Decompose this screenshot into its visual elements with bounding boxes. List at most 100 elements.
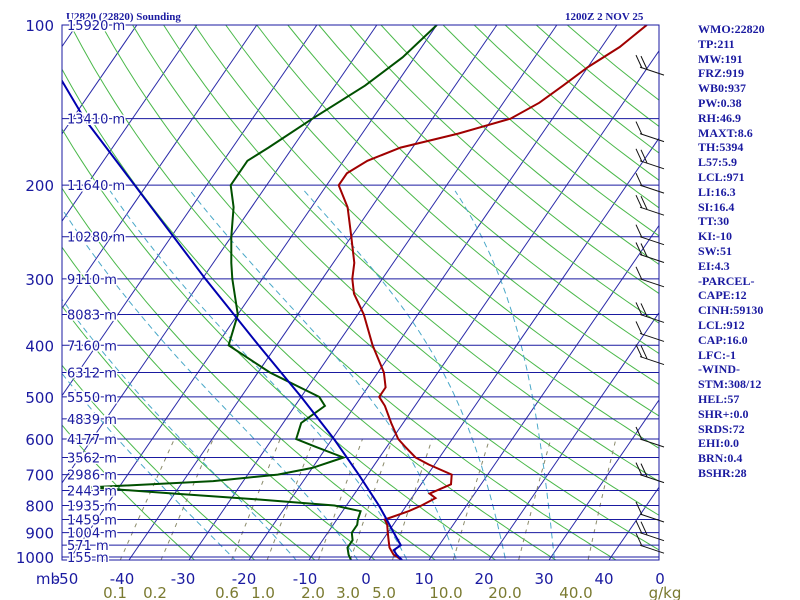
sounding-index-line: MAXT:8.6 [698, 125, 753, 140]
pressure-tick-label: 800 [25, 497, 54, 515]
height-label: 1935 m [67, 499, 117, 514]
isotherm-line [68, 25, 438, 560]
dry-adiabat-line [62, 364, 256, 560]
mixing-ratio-unit-label: g/kg [649, 584, 682, 600]
isotherm-line [62, 25, 258, 310]
dry-adiabat-line [256, 25, 659, 385]
wind-barb [635, 344, 665, 366]
wind-barb-shaft [639, 332, 665, 342]
wind-barb-shaft [639, 532, 665, 542]
isotherm-line [548, 399, 659, 560]
isotherm-line [62, 25, 138, 135]
wind-barb-shaft [639, 544, 665, 554]
wind-barb-shaft [639, 313, 665, 323]
sounding-index-line: PW:0.38 [698, 95, 742, 110]
mixing-ratio-line [160, 438, 214, 560]
height-label: 9110 m [67, 273, 117, 288]
mixing-ratio-line [266, 438, 315, 560]
pressure-tick-label: 600 [25, 431, 54, 449]
wind-barb-shaft [639, 513, 665, 523]
sounding-index-line: EHI:0.0 [698, 436, 740, 451]
sounding-index-line: SHR+:0.0 [698, 406, 749, 421]
wind-barb [635, 501, 665, 523]
pressure-tick-label: 400 [25, 337, 54, 355]
wind-barb [635, 242, 665, 263]
temperature-tick-label: -50 [54, 570, 79, 588]
height-label: 1459 m [67, 513, 117, 528]
wind-barb-feather [640, 303, 648, 317]
mixing-ratio-tick-label: 2.0 [301, 584, 325, 600]
sounding-index-line: CAPE:12 [698, 288, 747, 303]
height-label: 3562 m [67, 451, 117, 466]
pressure-tick-label: 500 [25, 389, 54, 407]
mixing-ratio-tick-label: 20.0 [488, 584, 521, 600]
sounding-index-line: LI:16.3 [698, 184, 736, 199]
indices-panel: WMO:22820 TP:211 MW:191 FRZ:919 WB0:937 PW:0.… [698, 22, 798, 481]
pressure-tick-label: 100 [25, 17, 54, 35]
wind-barb-feather [640, 521, 648, 535]
wind-barb [635, 321, 665, 342]
sounding-index-line: LCL:912 [698, 317, 745, 332]
mixing-ratio-tick-label: 40.0 [559, 584, 592, 600]
sounding-index-line: STM:308/12 [698, 377, 762, 392]
wind-barb-feather [635, 194, 643, 209]
dry-adiabat-line [349, 25, 659, 295]
mixing-ratio-tick-label: 1.0 [251, 584, 275, 600]
mixing-ratio-line [452, 438, 490, 560]
wind-barb-feather [640, 55, 648, 70]
wind-barb-shaft [639, 160, 665, 170]
wind-barb [635, 520, 665, 542]
wind-barb-feather [640, 345, 648, 359]
dry-adiabat-line [287, 25, 659, 355]
dry-adiabat-line [225, 25, 659, 417]
dry-adiabat-line [101, 25, 659, 551]
wind-barb-feather [640, 243, 648, 257]
wind-barb-feather [635, 302, 643, 316]
wind-barb-feather [640, 195, 648, 210]
sounding-index-line: -WIND- [698, 362, 740, 377]
temperature-tick-label: 0 [655, 570, 665, 588]
temperature-tick-label: 40 [594, 570, 613, 588]
sounding-index-line: BRN:0.4 [698, 451, 743, 466]
wind-barb-feather [635, 532, 643, 547]
mixing-ratio-line [518, 438, 552, 560]
wind-barb [635, 172, 665, 194]
pressure-tick-label: 900 [25, 525, 54, 543]
isotherm-line [488, 311, 659, 560]
temperature-profile-line [337, 25, 648, 560]
sounding-index-line: SRDS:72 [698, 421, 745, 436]
mixing-ratio-line [231, 438, 281, 560]
wind-barb [635, 426, 665, 448]
height-label: 155 m [67, 551, 109, 566]
temperature-tick-label: 20 [474, 570, 493, 588]
isotherm-line [62, 25, 378, 484]
moist-adiabat-line [62, 298, 297, 560]
mixing-ratio-tick-label: 3.0 [336, 584, 360, 600]
wind-barb [635, 462, 665, 484]
wind-barb-feather [635, 344, 643, 358]
sounding-index-line: FRZ:919 [698, 66, 744, 81]
temperature-tick-label: -30 [171, 570, 196, 588]
wind-barb-shaft [639, 278, 665, 288]
dry-adiabat-line [132, 25, 659, 516]
dry-adiabat-line [62, 424, 196, 560]
wind-barb-feather [635, 148, 643, 163]
sounding-index-line: CAP:16.0 [698, 332, 748, 347]
height-label: 2986 m [67, 469, 117, 484]
wind-barb-feather [635, 266, 643, 281]
mixing-ratio-line [119, 438, 175, 560]
height-label: 5550 m [67, 391, 117, 406]
mixing-ratio-tick-label: 5.0 [372, 584, 396, 600]
chart-title: U2820 (22820) Sounding [66, 11, 181, 23]
dry-adiabat-line [380, 25, 659, 266]
pressure-unit-label: mb [36, 570, 60, 588]
height-label: 4839 m [67, 413, 117, 428]
moist-adiabat-line [189, 190, 457, 560]
dewpoint-profile-line [88, 25, 438, 560]
wind-barb-shaft [639, 236, 665, 246]
wind-barb [635, 302, 665, 323]
isotherm-line [0, 25, 17, 560]
wind-barb-feather [635, 321, 643, 335]
height-label: 15920 m [67, 19, 125, 34]
